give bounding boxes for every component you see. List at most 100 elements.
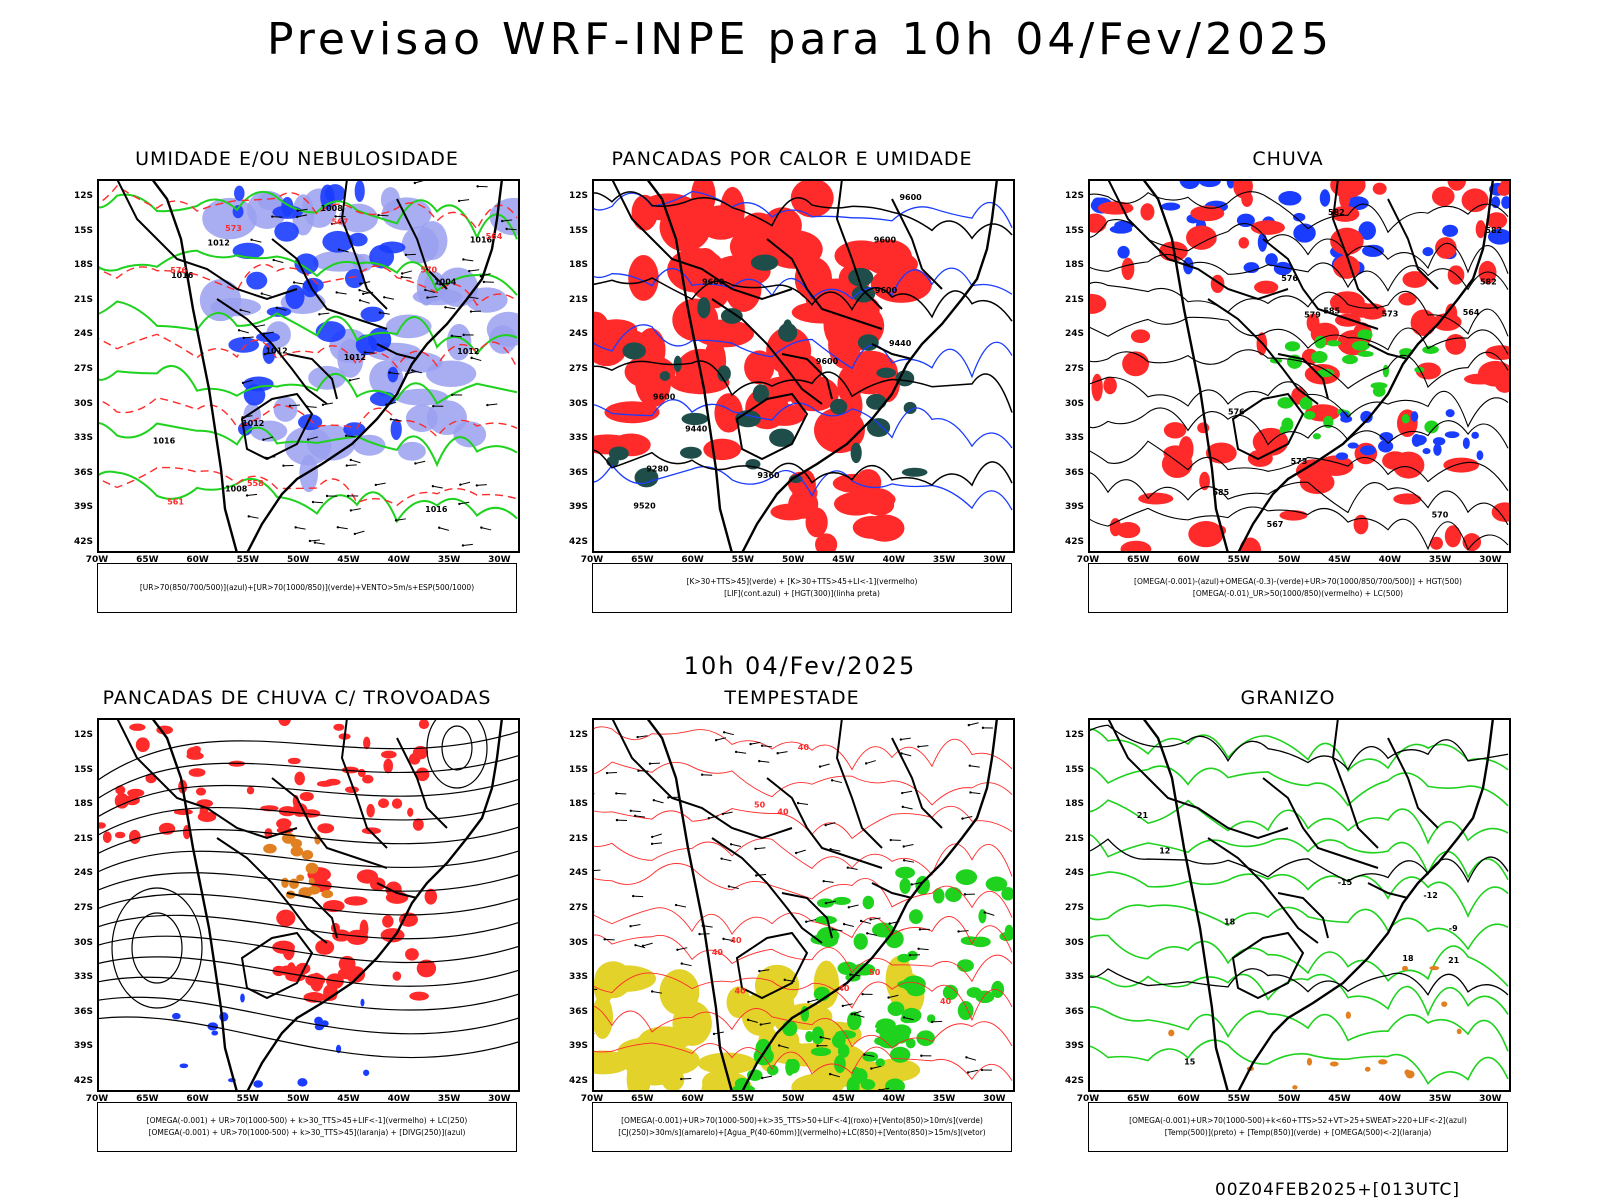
- lat-tick-label: 27S: [73, 364, 93, 374]
- lon-tick-label: 50W: [1277, 1094, 1301, 1104]
- lat-tick-label: 27S: [568, 903, 588, 913]
- lon-tick-label: 30W: [1479, 555, 1502, 565]
- map-area: 585 582 582 585 582 576 579 573 570 576 567 564 573 1…: [1065, 179, 1511, 565]
- lat-tick-label: 12S: [73, 730, 93, 740]
- panel-title: GRANIZO: [1240, 687, 1336, 709]
- lon-tick-label: 45W: [832, 555, 855, 565]
- map-area: 12S 15S 18S 21S 24S 27S 30S 33S 36S 39S 42S 70W 65W 6…: [74, 718, 520, 1104]
- lat-tick-label: 21S: [73, 294, 93, 305]
- lon-tick-label: 40W: [1378, 555, 1402, 565]
- lat-tick-label: 36S: [73, 1006, 93, 1017]
- contour-label: -15: [1338, 878, 1353, 887]
- contour-label: 576: [1228, 407, 1245, 416]
- legend-line: [OMEGA(-0.001)+UR>70(1000-500)+k>35_TTS>…: [621, 1116, 983, 1125]
- lon-tick-label: 50W: [286, 1094, 310, 1104]
- contour-label: 1016: [470, 235, 493, 244]
- lon-tick-label: 65W: [136, 555, 159, 565]
- lat-tick-label: 12S: [1064, 191, 1084, 201]
- lat-tick-label: 42S: [1064, 1076, 1084, 1086]
- lon-tick-label: 30W: [1479, 1094, 1502, 1104]
- map-area: -12 -15 -9 15 18 21 21 18 12 12S 15S 18S 21S 24S 27S 30…: [1065, 718, 1511, 1104]
- lat-tick-label: 39S: [568, 502, 588, 513]
- lon-tick-label: 55W: [731, 1094, 755, 1104]
- lat-tick-label: 24S: [568, 868, 588, 879]
- contour-label: 564: [486, 232, 503, 241]
- run-timestamp: 00Z04FEB2025+[013UTC]: [1214, 1180, 1460, 1200]
- contour-label: 40: [777, 807, 789, 816]
- lat-tick-label: 42S: [73, 537, 93, 547]
- contour-label: 579: [1304, 311, 1321, 320]
- map-field: 1012 1012 1012 1016 1016 1016 1012 1008 1012 1016…: [97, 179, 520, 553]
- map-panel: GRANIZO -12 -15 -9 15 18 21 21 18 12 12S 15S 18S 21S 2…: [1048, 687, 1528, 1152]
- contour-label: 570: [420, 265, 437, 274]
- lat-tick-label: 24S: [1064, 329, 1084, 340]
- map-area: 9600 9600 9600 9600 9600 9440 9520 9360 9280 9440…: [569, 179, 1015, 565]
- contour-label: 40: [838, 984, 850, 993]
- lat-tick-label: 42S: [568, 537, 588, 547]
- lon-tick-label: 55W: [1227, 555, 1251, 565]
- map-field: 40 40 40 40 40 40 40 50 50: [592, 718, 1015, 1092]
- lon-tick-label: 60W: [681, 555, 704, 565]
- map-field: -12 -15 -9 15 18 21 21 18 12: [1088, 718, 1511, 1092]
- lon-tick-label: 50W: [286, 555, 310, 565]
- lon-tick-label: 60W: [681, 1094, 704, 1104]
- lon-tick-label: 50W: [781, 555, 805, 565]
- contour-label: 40: [735, 987, 747, 996]
- lat-tick-label: 15S: [568, 225, 588, 236]
- contour-label: 558: [247, 479, 264, 488]
- lat-tick-label: 18S: [1064, 799, 1084, 810]
- contour-label: 582: [1485, 226, 1502, 235]
- contour-label: 9360: [757, 471, 780, 480]
- contour-label: 9520: [633, 502, 656, 511]
- lon-tick-label: 45W: [337, 555, 360, 565]
- contour-label: 1012: [457, 347, 479, 356]
- lat-tick-label: 33S: [73, 972, 93, 983]
- panel-legend: [OMEGA(-0.001)+UR>70(1000-500)+k>35_TTS>…: [592, 1102, 1012, 1152]
- lon-tick-label: 40W: [1378, 1094, 1402, 1104]
- lat-tick-label: 21S: [568, 833, 588, 844]
- map-panel: TEMPESTADE 40 40 40 40 40 40 40 50 50 12S 15S 18S 21S…: [552, 687, 1032, 1152]
- map-panel: CHUVA 585 582 582 585 582 576 579 573 570 576 567 56…: [1048, 148, 1528, 613]
- lat-tick-label: 12S: [568, 730, 588, 740]
- lat-tick-label: 36S: [1064, 467, 1084, 478]
- legend-line: [LIF](cont.azul) + [HGT(300)](linha pret…: [724, 589, 880, 598]
- map-field: [97, 718, 520, 1092]
- lat-tick-label: 33S: [568, 972, 588, 983]
- lat-tick-label: 33S: [73, 433, 93, 444]
- panel-title: UMIDADE E/OU NEBULOSIDADE: [135, 148, 459, 170]
- lat-tick-label: 30S: [73, 937, 93, 948]
- legend-line: [K>30+TTS>45](verde) + [K>30+TTS>45+LI<-…: [686, 577, 918, 586]
- lat-tick-label: 30S: [73, 398, 93, 409]
- lon-tick-label: 40W: [882, 555, 906, 565]
- legend-line: [Temp(500)](preto) + [Temp(850)](verde) …: [1164, 1128, 1432, 1137]
- panel-legend: [OMEGA(-0.001)-(azul)+OMEGA(-0.3)-(verde…: [1088, 563, 1508, 613]
- panel-title: CHUVA: [1252, 148, 1324, 170]
- lat-tick-label: 30S: [1064, 937, 1084, 948]
- contour-label: 1008: [321, 204, 344, 213]
- lat-tick-label: 15S: [568, 764, 588, 775]
- legend-line: [OMEGA(-0.001) + UR>70(1000-500) + k>30_…: [148, 1128, 466, 1137]
- map-panel: UMIDADE E/OU NEBULOSIDADE 1012 1012 1012 101…: [57, 148, 537, 613]
- contour-label: -12: [1423, 891, 1437, 900]
- page-title: Previsao WRF-INPE para 10h 04/Fev/2025: [267, 14, 1333, 65]
- contour-label: 1004: [434, 278, 457, 287]
- lat-tick-label: 39S: [568, 1041, 588, 1052]
- lon-tick-label: 65W: [631, 555, 654, 565]
- contour-label: 40: [798, 743, 810, 752]
- panel-title: PANCADAS DE CHUVA C/ TROVOADAS: [102, 687, 492, 709]
- lat-tick-label: 24S: [568, 329, 588, 340]
- contour-label: 564: [1463, 308, 1480, 317]
- lat-tick-label: 18S: [73, 799, 93, 810]
- lat-tick-label: 39S: [73, 502, 93, 513]
- lon-tick-label: 60W: [1177, 1094, 1200, 1104]
- legend-line: [CJ(250)>30m/s](amarelo)+[Agua_P(40-60mm…: [618, 1128, 986, 1137]
- panel-title: TEMPESTADE: [724, 687, 860, 709]
- contour-label: 40: [730, 936, 742, 945]
- lon-tick-label: 70W: [85, 555, 109, 565]
- map-area: 40 40 40 40 40 40 40 50 50 12S 15S 18S 21S 24S 27S 30S 3…: [569, 718, 1015, 1104]
- contour-label: 573: [225, 224, 242, 233]
- contour-label: 576: [1281, 274, 1298, 283]
- lon-tick-label: 70W: [580, 1094, 604, 1104]
- lon-tick-label: 30W: [983, 1094, 1006, 1104]
- lon-tick-label: 35W: [437, 1094, 461, 1104]
